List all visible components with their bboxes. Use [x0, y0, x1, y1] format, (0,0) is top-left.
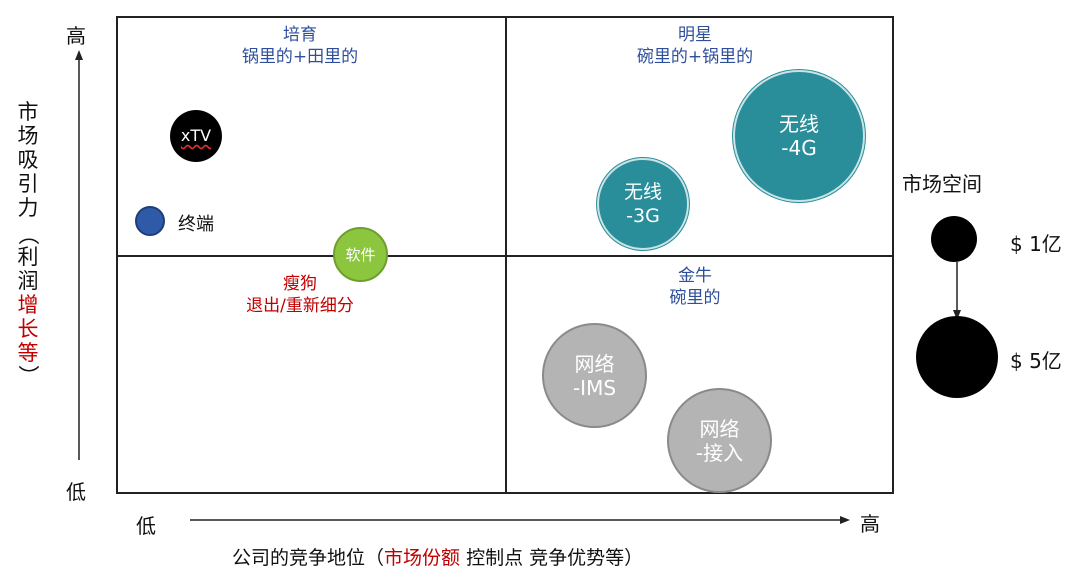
legend-arrow — [953, 262, 961, 320]
quadrant-bottom-right-desc: 碗里的 — [669, 288, 721, 308]
bubble-wireless-4g-line1: 无线 — [779, 112, 819, 136]
quadrant-top-left-title: 培育 锅里的+田里的 — [170, 24, 430, 68]
y-axis-label-paren-open: （ — [16, 224, 40, 245]
x-axis-low: 低 — [136, 514, 156, 538]
quadrant-top-right-desc: 碗里的+锅里的 — [636, 47, 754, 67]
legend-small-label: $ 1亿 — [1010, 232, 1062, 256]
bubble-wireless-3g: 无线 -3G — [597, 158, 689, 250]
quadrant-divider-horizontal — [116, 255, 894, 257]
x-axis-arrow — [190, 516, 850, 524]
bubble-terminal — [135, 206, 165, 236]
quadrant-bottom-left-title: 瘦狗 退出/重新细分 — [170, 273, 430, 317]
bubble-network-ims-line2: -IMS — [572, 375, 617, 400]
quadrant-top-right-title: 明星 碗里的+锅里的 — [565, 24, 825, 68]
y-axis-high: 高 — [66, 24, 86, 48]
y-axis-label-main: 市场吸引力 — [17, 100, 39, 220]
bubble-network-access: 网络 -接入 — [667, 388, 772, 493]
legend-large-bubble — [916, 316, 998, 398]
bubble-network-access-line2: -接入 — [695, 440, 744, 465]
bubble-network-ims-line1: 网络 — [574, 351, 615, 376]
quadrant-bottom-left-desc: 退出/重新细分 — [246, 296, 354, 316]
bubble-terminal-label: 终端 — [178, 214, 214, 235]
y-axis-low: 低 — [66, 480, 86, 504]
quadrant-bottom-right-name: 金牛 — [678, 266, 712, 286]
bubble-wireless-3g-line1: 无线 — [623, 181, 662, 203]
quadrant-bottom-right-title: 金牛 碗里的 — [565, 265, 825, 309]
quadrant-bottom-left-name: 瘦狗 — [283, 274, 317, 294]
x-axis-label-red: 市场份额 — [384, 547, 461, 569]
x-axis-label-prefix: 公司的竞争地位（ — [232, 547, 385, 569]
bubble-xtv-label: xTV — [180, 126, 212, 145]
y-axis-label-red: 增长等 — [17, 293, 39, 365]
legend-large-label: $ 5亿 — [1010, 349, 1062, 373]
bubble-wireless-4g: 无线 -4G — [733, 70, 865, 202]
bubble-wireless-3g-line2: -3G — [626, 205, 660, 227]
legend-small-bubble — [931, 216, 977, 262]
quadrant-top-left-name: 培育 — [283, 25, 317, 45]
x-axis-label-suffix: 控制点 竞争优势等） — [460, 547, 644, 569]
bubble-xtv: xTV — [170, 110, 222, 162]
x-axis-high: 高 — [860, 512, 880, 536]
bubble-network-ims: 网络 -IMS — [542, 323, 647, 428]
quadrant-top-left-desc: 锅里的+田里的 — [241, 47, 359, 67]
bubble-software: 软件 — [333, 227, 388, 282]
bubble-wireless-4g-line2: -4G — [781, 136, 817, 160]
y-axis-label-normal: 利润 — [17, 245, 39, 293]
bubble-software-label: 软件 — [345, 245, 376, 264]
x-axis-label: 公司的竞争地位（市场份额 控制点 竞争优势等） — [232, 543, 643, 570]
y-axis-label: 市场吸引力 （ 利润 增长等 ） — [16, 100, 40, 386]
y-axis-arrow — [75, 50, 83, 460]
legend-title: 市场空间 — [902, 172, 982, 196]
bubble-network-access-line1: 网络 — [699, 416, 740, 441]
quadrant-top-right-name: 明星 — [678, 25, 712, 45]
y-axis-label-paren-close: ） — [16, 365, 40, 386]
